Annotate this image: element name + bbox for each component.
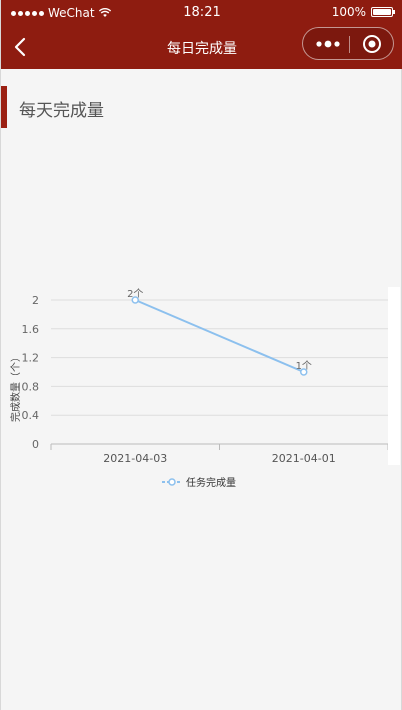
section-header: 每天完成量 xyxy=(1,86,402,128)
chevron-left-icon[interactable] xyxy=(9,35,33,59)
section-accent-bar xyxy=(1,86,7,128)
data-point xyxy=(131,296,139,304)
data-point xyxy=(300,368,308,376)
wifi-icon xyxy=(98,8,111,17)
y-tick-label: 0 xyxy=(32,438,39,451)
y-tick-label: 2 xyxy=(32,294,39,307)
carrier-label: WeChat xyxy=(48,6,95,20)
battery-percent: 100% xyxy=(331,5,366,19)
y-tick-label: 0.4 xyxy=(22,409,40,422)
y-axis-label: 完成数量（个） xyxy=(9,352,22,422)
legend-label: 任务完成量 xyxy=(186,476,236,489)
y-tick-label: 1.6 xyxy=(22,323,40,336)
y-tick-label: 0.8 xyxy=(22,380,40,393)
series-line xyxy=(134,299,305,373)
y-tick-label: 1.2 xyxy=(22,352,40,365)
status-bar: WeChat 18:21 100% xyxy=(1,0,402,26)
mini-program-capsule xyxy=(302,27,394,60)
chart-container: 0 0.4 0.8 1.2 1.6 2 完成数量（个） 2021-04-03 2021-04-0… xyxy=(2,287,389,497)
more-dots-icon[interactable] xyxy=(315,36,341,52)
capsule-divider xyxy=(349,36,350,53)
x-tick-label: 2021-04-03 xyxy=(103,452,167,465)
status-right: 100% xyxy=(331,5,395,19)
x-tick-label: 2021-04-01 xyxy=(272,452,336,465)
section-title: 每天完成量 xyxy=(19,101,104,121)
nav-bar: 每日完成量 xyxy=(1,26,402,69)
signal-icon xyxy=(11,10,44,16)
battery-icon xyxy=(371,7,395,17)
page-title: 每日完成量 xyxy=(167,41,237,57)
data-label: 1个 xyxy=(296,360,312,372)
status-time: 18:21 xyxy=(183,5,221,20)
data-label: 2个 xyxy=(127,288,143,300)
line-chart: 0 0.4 0.8 1.2 1.6 2 完成数量（个） 2021-04-03 2021-04-0… xyxy=(9,288,389,489)
status-left: WeChat xyxy=(11,6,111,20)
legend-marker xyxy=(168,478,176,486)
target-close-icon[interactable] xyxy=(362,34,382,54)
chart-edge-strip xyxy=(388,287,400,465)
